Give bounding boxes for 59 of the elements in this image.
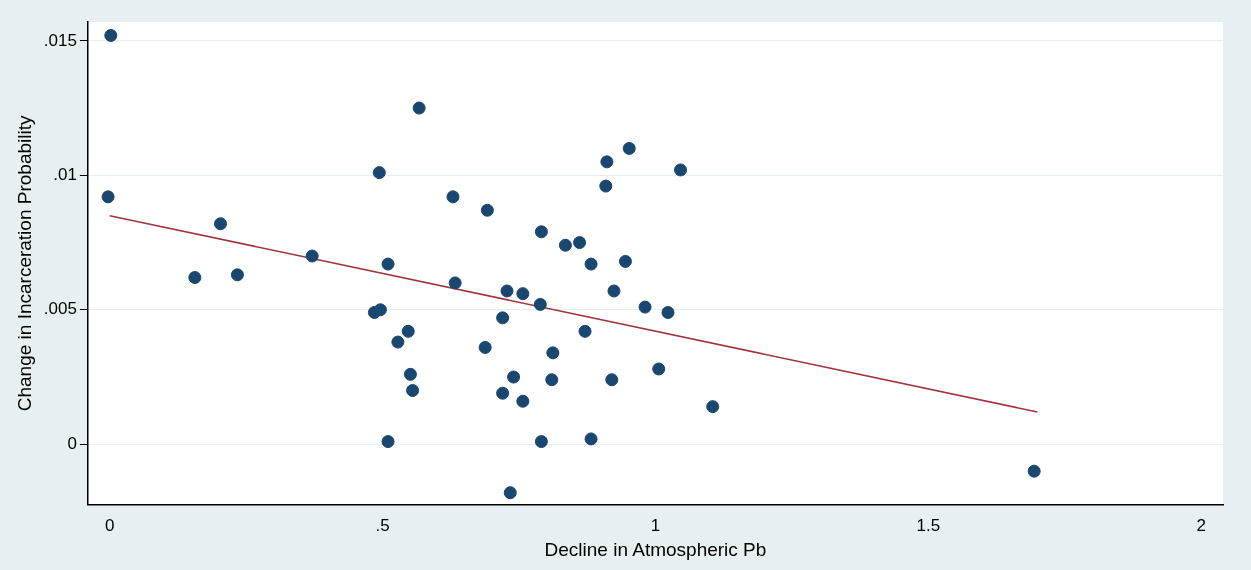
point: [638, 300, 652, 314]
x-tick-label: .5: [375, 515, 390, 535]
point: [500, 284, 514, 298]
y-tick-label: .015: [43, 30, 77, 50]
point: [373, 303, 387, 317]
point: [674, 163, 688, 177]
point: [507, 370, 521, 384]
point: [448, 276, 462, 290]
y-tick-label: .005: [43, 299, 77, 319]
point: [480, 203, 494, 217]
point: [391, 335, 405, 349]
point: [578, 324, 592, 338]
point: [607, 284, 621, 298]
point: [496, 311, 510, 325]
y-axis-title: Change in Incarceration Probability: [13, 115, 35, 412]
point: [214, 217, 227, 231]
point: [534, 225, 548, 239]
point: [706, 400, 720, 414]
x-tick-label: 2: [1196, 515, 1206, 535]
point: [652, 362, 666, 376]
point: [478, 340, 492, 354]
x-tick-label: 0: [104, 515, 115, 535]
x-tick-label: 1: [650, 515, 661, 535]
point: [104, 28, 118, 42]
y-tick-label: .01: [53, 165, 77, 184]
point: [533, 297, 547, 311]
point: [503, 486, 517, 500]
point: [412, 101, 426, 115]
point: [406, 383, 420, 397]
point: [600, 155, 614, 169]
point: [516, 394, 530, 408]
point: [403, 367, 417, 381]
point: [305, 249, 319, 263]
point: [622, 141, 636, 155]
point: [372, 166, 386, 180]
point: [381, 257, 395, 271]
point: [496, 386, 510, 400]
point: [546, 346, 560, 360]
point: [381, 435, 395, 449]
point: [584, 432, 598, 446]
y-tick-label: 0: [67, 433, 77, 453]
point: [516, 287, 530, 301]
point: [230, 268, 244, 282]
point: [446, 190, 460, 204]
point: [661, 305, 675, 319]
point: [584, 257, 598, 271]
point: [558, 238, 572, 252]
point: [599, 179, 613, 193]
x-tick-label: 1.5: [916, 515, 941, 535]
point: [401, 324, 415, 338]
point: [545, 373, 559, 387]
point: [605, 373, 619, 387]
point: [1027, 464, 1041, 478]
point: [188, 271, 202, 285]
point: [573, 236, 587, 250]
point: [534, 435, 548, 449]
point: [101, 190, 115, 204]
point: [618, 254, 632, 268]
x-axis-title: Decline in Atmospheric Pb: [544, 538, 767, 560]
